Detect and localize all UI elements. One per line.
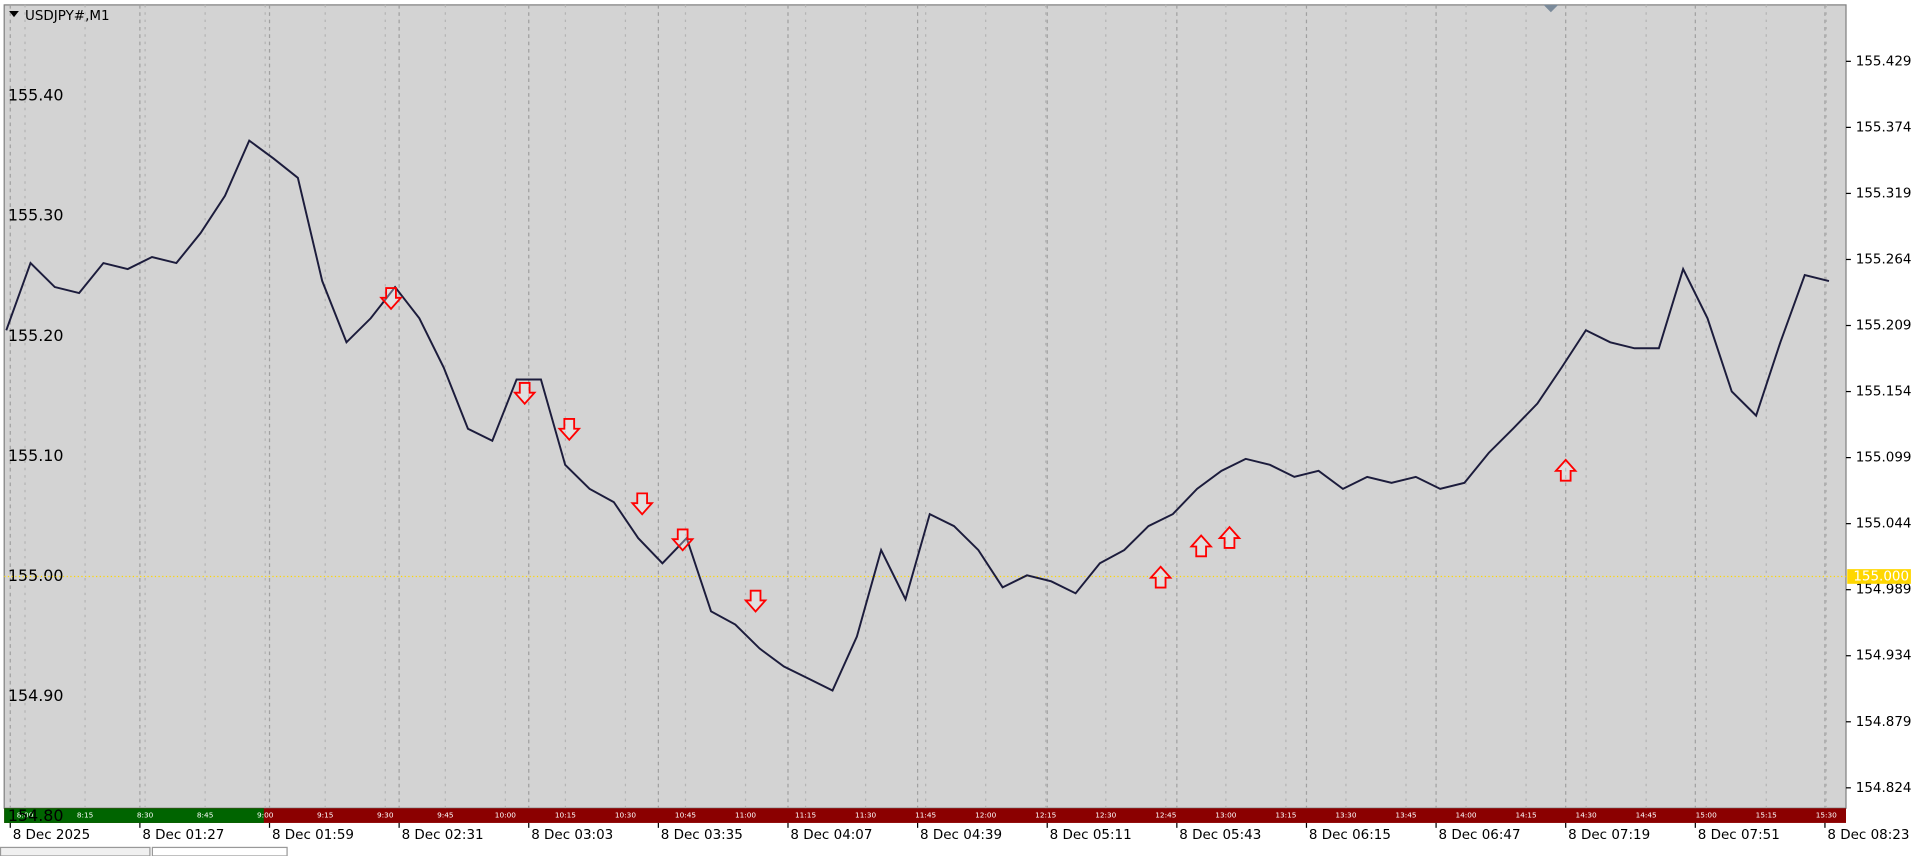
session-label: 13:45 (1395, 811, 1416, 820)
buy-arrow (1189, 534, 1213, 558)
session-label: 10:45 (675, 811, 696, 820)
x-tick-label: 8 Dec 2025 (13, 827, 90, 843)
collapse-icon[interactable] (9, 11, 19, 18)
session-label: 10:30 (615, 811, 636, 820)
buy-arrow (1148, 565, 1173, 589)
y-tick-label: 155.154 (1856, 384, 1912, 400)
level-label: 155.20 (8, 326, 64, 345)
sell-arrow (743, 589, 768, 613)
marks: 8 Dec 2025 8 Dec 01:27 8 Dec 01:59 8 Dec 02… (4, 53, 1912, 843)
y-tick-label: 154.879 (1856, 714, 1912, 730)
y-tick-label: 155.209 (1856, 318, 1912, 334)
level-label: 154.90 (8, 686, 64, 705)
x-tick-label: 8 Dec 01:27 (142, 827, 224, 843)
y-tick-label: 155.374 (1856, 119, 1912, 135)
session-label: 12:30 (1095, 811, 1116, 820)
session-label: 11:45 (915, 811, 936, 820)
y-tick-label: 155.044 (1856, 516, 1912, 532)
x-tick-label: 8 Dec 04:39 (920, 827, 1002, 843)
grid (9, 4, 1827, 809)
session-label: 11:00 (735, 811, 756, 820)
x-tick-label: 8 Dec 07:51 (1698, 827, 1780, 843)
session-label: 10:00 (495, 811, 516, 820)
tab[interactable] (151, 846, 288, 856)
level-label: 154.80 (8, 806, 64, 825)
y-tick-label: 154.824 (1856, 780, 1912, 796)
session-label: 8:00 (17, 811, 34, 820)
price-label-box (1847, 569, 1911, 584)
session-label: 14:45 (1636, 811, 1657, 820)
level-label: 155.00 (8, 566, 64, 585)
session-label: 8:15 (77, 811, 94, 820)
price-label: 155.000 (1853, 568, 1909, 584)
x-tick-label: 8 Dec 08:23 (1827, 827, 1909, 843)
scroll-marker (1543, 4, 1559, 13)
session-label: 13:15 (1275, 811, 1296, 820)
session-label: 15:30 (1816, 811, 1837, 820)
session-label: 13:30 (1335, 811, 1356, 820)
session-label: 9:30 (377, 811, 394, 820)
session-label: 9:00 (257, 811, 274, 820)
x-tick-label: 8 Dec 02:31 (402, 827, 484, 843)
sell-arrow (512, 381, 537, 406)
level-label: 155.40 (8, 86, 64, 105)
session-label: 12:00 (975, 811, 996, 820)
buy-arrow (1553, 458, 1578, 482)
session-label: 14:15 (1516, 811, 1537, 820)
y-tick-label: 154.989 (1856, 582, 1912, 598)
session-label: 8:45 (197, 811, 214, 820)
session-label: 12:45 (1155, 811, 1176, 820)
x-tick-label: 8 Dec 03:03 (531, 827, 613, 843)
price-line-series (5, 139, 1830, 692)
session-label: 9:45 (437, 811, 454, 820)
x-tick-label: 8 Dec 06:15 (1309, 827, 1391, 843)
y-tick-label: 155.264 (1856, 251, 1912, 267)
y-tick-label: 155.429 (1856, 53, 1912, 69)
buy-arrow (1217, 525, 1242, 549)
x-tick-label: 8 Dec 05:11 (1050, 827, 1132, 843)
level-label: 155.10 (8, 446, 64, 465)
session-label: 10:15 (555, 811, 576, 820)
level-label: 155.30 (8, 206, 64, 225)
sell-arrow (630, 492, 655, 516)
x-tick-label: 8 Dec 01:59 (272, 827, 354, 843)
session-strip (4, 808, 1847, 823)
session-label: 15:15 (1756, 811, 1777, 820)
sell-arrow (670, 528, 695, 552)
sell-arrow (557, 418, 582, 442)
session-label: 11:30 (855, 811, 876, 820)
x-tick-label: 8 Dec 05:43 (1179, 827, 1261, 843)
x-tick-label: 8 Dec 03:35 (661, 827, 743, 843)
session-label: 15:00 (1696, 811, 1717, 820)
session-strip-active (4, 808, 264, 823)
x-tick-label: 8 Dec 07:19 (1568, 827, 1650, 843)
window-title: USDJPY#,M1 (25, 8, 110, 24)
session-label: 13:00 (1215, 811, 1236, 820)
sell-arrow (379, 287, 403, 311)
session-label: 12:15 (1035, 811, 1056, 820)
session-label: 14:00 (1455, 811, 1476, 820)
y-tick-label: 154.934 (1856, 648, 1912, 664)
x-tick-label: 8 Dec 06:47 (1439, 827, 1521, 843)
x-tick-label: 8 Dec 04:07 (790, 827, 872, 843)
session-label: 14:30 (1576, 811, 1597, 820)
plot-area (3, 4, 1847, 809)
session-label: 9:15 (317, 811, 334, 820)
session-label: 11:15 (795, 811, 816, 820)
y-tick-label: 155.319 (1856, 185, 1912, 201)
session-label: 8:30 (137, 811, 154, 820)
tab[interactable] (0, 846, 151, 856)
y-tick-label: 155.099 (1856, 450, 1912, 466)
